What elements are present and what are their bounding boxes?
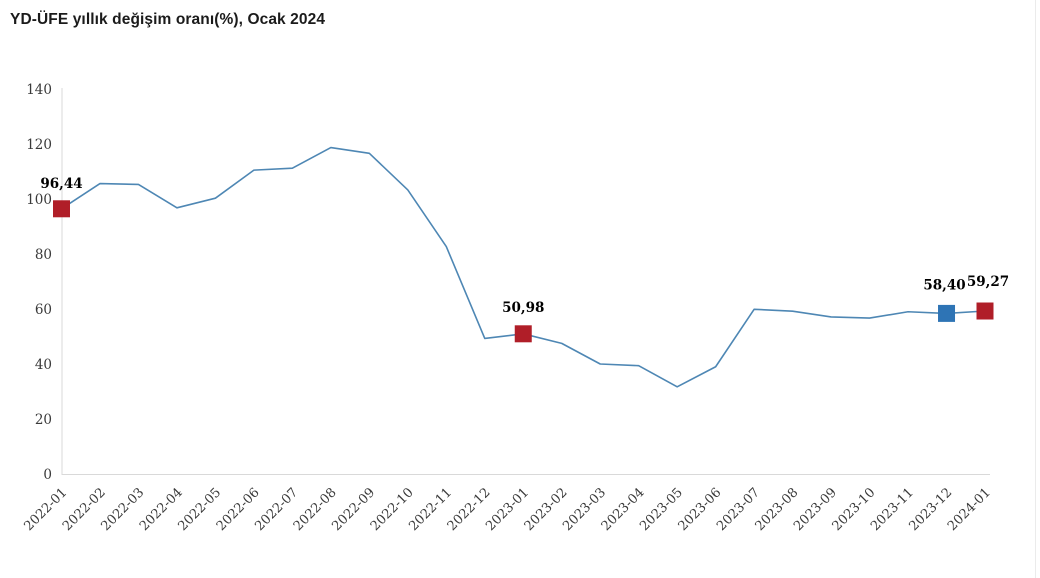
y-axis-tick-label: 40	[35, 357, 52, 373]
data-point-marker	[938, 304, 956, 322]
window-right-border	[1035, 0, 1036, 578]
y-axis-tick-label: 80	[35, 247, 52, 263]
data-point-label: 96,44	[40, 176, 82, 192]
data-point-marker	[514, 325, 532, 343]
y-axis-tick-label: 60	[35, 302, 52, 318]
y-axis-tick-label: 100	[26, 192, 52, 208]
y-axis-tick-label: 0	[43, 467, 52, 483]
data-point-label: 59,27	[967, 274, 1009, 290]
chart-title: YD-ÜFE yıllık değişim oranı(%), Ocak 202…	[10, 11, 326, 28]
y-axis-tick-label: 120	[26, 137, 52, 153]
y-axis-tick-label: 140	[26, 82, 52, 98]
data-point-marker	[53, 200, 70, 218]
data-point-label: 58,40	[923, 277, 965, 293]
y-axis-tick-label: 20	[35, 412, 52, 428]
data-point-marker	[976, 302, 994, 320]
data-point-label: 50,98	[502, 300, 544, 316]
x-axis-tick-label: 2024-01	[945, 485, 994, 534]
series-line	[60, 146, 986, 388]
